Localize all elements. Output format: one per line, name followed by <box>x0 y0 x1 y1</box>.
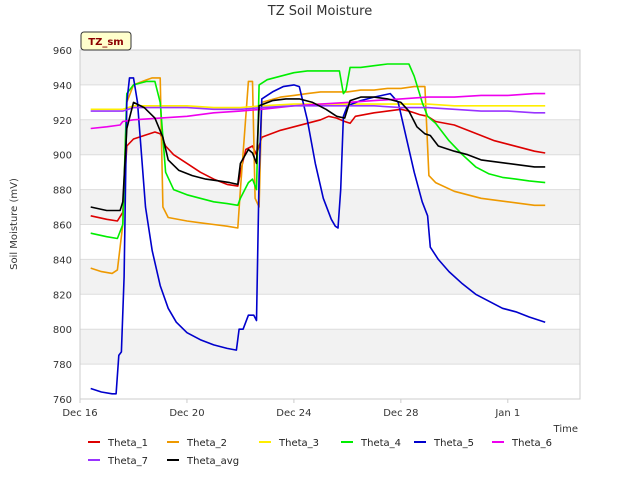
y-tick-label: 820 <box>53 290 72 301</box>
plot-band <box>80 119 580 155</box>
plot-frame <box>79 49 581 400</box>
plot-band <box>80 259 580 295</box>
axes <box>79 49 581 400</box>
y-tick-label: 960 <box>53 46 72 57</box>
y-tick-label: 920 <box>53 116 72 127</box>
x-axis-label: Time <box>553 424 578 435</box>
x-tick-label: Dec 24 <box>276 408 311 419</box>
y-tick-label: 840 <box>53 255 72 266</box>
y-tick-label: 940 <box>53 81 72 92</box>
plot-band <box>80 329 580 365</box>
plot-band <box>80 50 580 85</box>
legend-label: Theta_3 <box>278 438 319 449</box>
series-line-theta_4 <box>90 63 546 240</box>
y-tick-label: 760 <box>53 395 72 406</box>
badge: TZ_sm <box>80 31 132 51</box>
legend-label: Theta_4 <box>360 438 401 449</box>
series-line-theta_1 <box>90 108 546 222</box>
legend-label: Theta_1 <box>107 438 148 449</box>
legend-label: Theta_2 <box>186 438 227 449</box>
plot-band <box>80 189 580 225</box>
x-tick-label: Dec 28 <box>383 408 418 419</box>
y-tick-label: 900 <box>53 151 72 162</box>
chart-title: TZ Soil Moisture <box>267 4 373 19</box>
x-tick-label: Jan 1 <box>494 408 520 419</box>
y-tick-label: 880 <box>53 186 72 197</box>
plot-background <box>80 50 580 365</box>
series-line-theta_7 <box>90 105 546 114</box>
legend-label: Theta_avg <box>186 456 239 467</box>
legend-label: Theta_6 <box>511 438 552 449</box>
series-line-theta_5 <box>90 77 546 395</box>
badge-label: TZ_sm <box>88 37 123 48</box>
x-tick-label: Dec 20 <box>169 408 204 419</box>
x-tick-label: Dec 16 <box>62 408 97 419</box>
y-tick-label: 860 <box>53 221 72 232</box>
y-axis-label: Soil Moisture (mV) <box>9 178 20 270</box>
y-tick-labels: 760 780 800 820 840 860 880 900 920 940 960 <box>53 46 72 406</box>
legend-label: Theta_5 <box>433 438 474 449</box>
legend: Theta_1 Theta_2 Theta_3 Theta_4 Theta_5 Theta… <box>88 438 552 467</box>
x-tick-labels: Dec 16 Dec 20 Dec 24 Dec 28 Jan 1 <box>62 399 520 419</box>
series-line-theta_avg <box>90 96 546 212</box>
series-lines <box>90 63 546 395</box>
badge-box <box>80 31 132 51</box>
y-tick-label: 780 <box>53 360 72 371</box>
legend-label: Theta_7 <box>107 456 148 467</box>
y-tick-label: 800 <box>53 325 72 336</box>
